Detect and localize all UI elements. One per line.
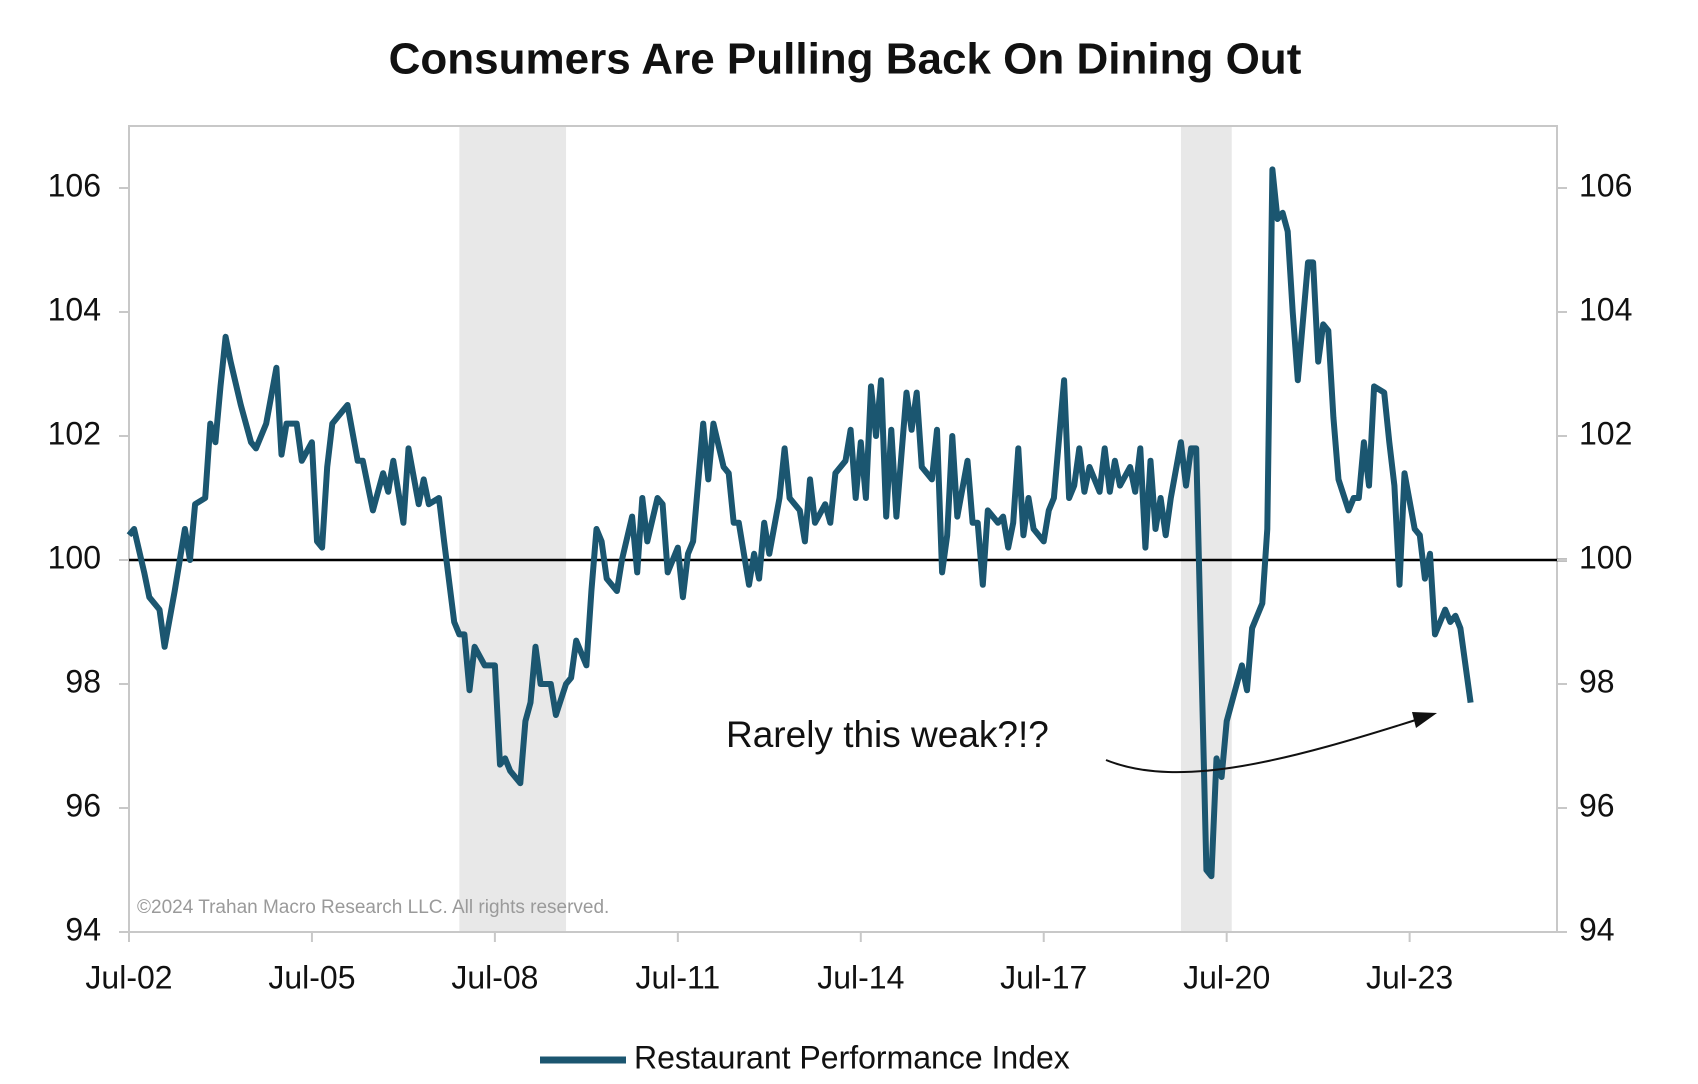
y2-tick-label: 96	[1579, 787, 1615, 823]
x-tick-label: Jul-11	[635, 959, 720, 995]
series-line	[126, 166, 1474, 880]
x-tick-label: Jul-20	[1183, 959, 1270, 995]
y2-tick-label: 100	[1579, 539, 1632, 575]
chart-title: Consumers Are Pulling Back On Dining Out	[389, 35, 1302, 84]
y-tick-label: 100	[48, 539, 101, 575]
y2-tick-label: 98	[1579, 663, 1615, 699]
x-tick-label: Jul-23	[1366, 959, 1453, 995]
x-tick-label: Jul-08	[451, 959, 538, 995]
annotation: Rarely this weak?!?	[726, 714, 1049, 755]
recession-shading	[459, 126, 567, 932]
plot-layer	[126, 166, 1567, 880]
y-tick-label: 106	[48, 167, 101, 203]
y-tick-label: 104	[48, 291, 101, 327]
x-tick-label: Jul-02	[85, 959, 172, 995]
y2-tick-label: 94	[1579, 911, 1615, 947]
y-tick-label: 98	[65, 663, 101, 699]
y-tick-label: 96	[65, 787, 101, 823]
y2-tick-label: 106	[1579, 167, 1632, 203]
y2-tick-label: 104	[1579, 291, 1632, 327]
shading-layer	[459, 126, 1232, 932]
x-tick-label: Jul-17	[1000, 959, 1087, 995]
copyright: ©2024 Trahan Macro Research LLC. All rig…	[137, 897, 609, 918]
y2-tick-label: 102	[1579, 415, 1632, 451]
arrow-head	[1412, 712, 1437, 728]
y-tick-label: 102	[48, 415, 101, 451]
legend-label: Restaurant Performance Index	[634, 1039, 1070, 1075]
x-tick-label: Jul-14	[817, 959, 904, 995]
annotation-arrow	[1105, 717, 1423, 774]
y-tick-label: 94	[65, 911, 101, 947]
x-tick-label: Jul-05	[268, 959, 355, 995]
plot-frame	[128, 125, 1558, 933]
